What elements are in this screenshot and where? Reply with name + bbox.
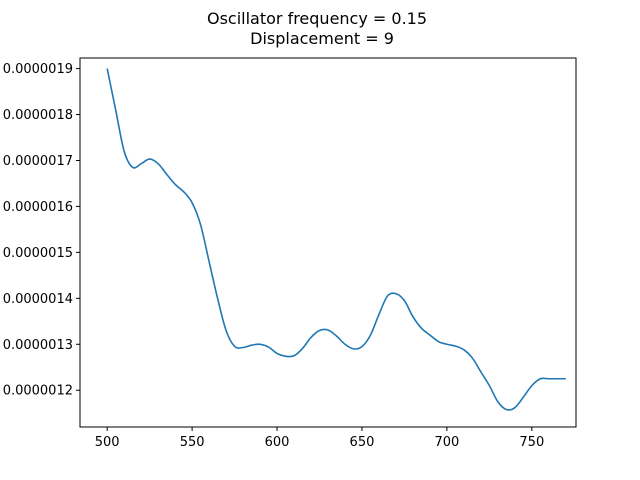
y-tick-label: 0.0000014	[3, 292, 73, 307]
x-tick-label: 650	[350, 435, 375, 450]
x-tick-label: 700	[434, 435, 459, 450]
y-axis-ticks: 0.0000012 0.0000013 0.0000014 0.0000015 0.00…	[3, 62, 80, 399]
y-tick-label: 0.0000017	[3, 154, 73, 169]
y-tick-label: 0.0000018	[3, 108, 73, 123]
plot-area-frame	[79, 57, 577, 428]
y-tick-label: 0.0000016	[3, 200, 73, 215]
y-tick-label: 0.0000013	[3, 338, 73, 353]
y-tick-label: 0.0000019	[3, 62, 73, 77]
y-tick-label: 0.0000012	[3, 384, 73, 399]
chart-title-line-1: Oscillator frequency = 0.15	[207, 9, 427, 28]
series-line	[106, 68, 566, 411]
chart-title-line-2: Displacement = 9	[250, 29, 394, 48]
x-tick-label: 500	[95, 435, 120, 450]
series-layer	[106, 68, 566, 411]
x-tick-label: 550	[180, 435, 205, 450]
y-tick-label: 0.0000015	[3, 246, 73, 261]
x-tick-label: 600	[265, 435, 290, 450]
x-tick-label: 750	[519, 435, 544, 450]
x-axis-ticks: 500 550 600 650 700 750	[95, 427, 544, 450]
